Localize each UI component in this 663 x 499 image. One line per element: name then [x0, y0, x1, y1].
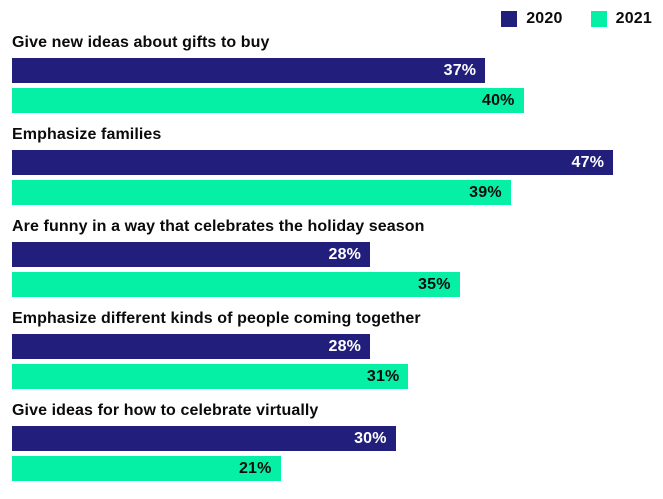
- legend-label-2020: 2020: [526, 10, 563, 27]
- bar-2020: 28%: [12, 242, 371, 267]
- legend-swatch-2021-icon: [590, 11, 607, 27]
- bar-row-2020: 47%: [12, 150, 663, 175]
- category-group: Emphasize families 47% 39%: [12, 126, 663, 205]
- category-label: Emphasize families: [12, 126, 162, 143]
- legend-swatch-2020-icon: [501, 11, 518, 27]
- bar-value-label: 28%: [328, 245, 362, 263]
- chart-legend: 2020 2021: [0, 0, 663, 28]
- bar-value-label: 35%: [418, 275, 451, 293]
- bar-2020: 37%: [12, 58, 486, 83]
- bar-2021: 35%: [12, 272, 460, 297]
- bar-value-label: 37%: [443, 61, 477, 79]
- bar-2021: 39%: [12, 180, 511, 205]
- bar-value-label: 39%: [469, 183, 502, 201]
- bar-row-2021: 39%: [12, 180, 663, 205]
- bar-row-2020: 30%: [12, 426, 663, 451]
- category-label: Give ideas for how to celebrate virtuall…: [12, 402, 319, 419]
- bar-2020: 28%: [12, 334, 371, 359]
- bar-row-2021: 35%: [12, 272, 663, 297]
- category-group: Give ideas for how to celebrate virtuall…: [12, 402, 663, 481]
- category-group: Emphasize different kinds of people comi…: [12, 310, 663, 389]
- bar-2021: 21%: [12, 456, 281, 481]
- bar-row-2021: 40%: [12, 88, 663, 113]
- bar-row-2020: 28%: [12, 334, 663, 359]
- legend-label-2021: 2021: [615, 10, 652, 27]
- bar-row-2020: 28%: [12, 242, 663, 267]
- category-group: Are funny in a way that celebrates the h…: [12, 218, 663, 297]
- category-label: Are funny in a way that celebrates the h…: [12, 218, 425, 235]
- bar-row-2020: 37%: [12, 58, 663, 83]
- category-label: Emphasize different kinds of people comi…: [12, 310, 421, 327]
- bar-2020: 30%: [12, 426, 396, 451]
- category-group: Give new ideas about gifts to buy 37% 40%: [12, 34, 663, 113]
- bar-value-label: 21%: [238, 459, 272, 477]
- bar-2020: 47%: [12, 150, 614, 175]
- bar-row-2021: 21%: [12, 456, 663, 481]
- bar-row-2021: 31%: [12, 364, 663, 389]
- bar-value-label: 30%: [354, 429, 387, 447]
- bar-2021: 31%: [12, 364, 409, 389]
- bar-value-label: 31%: [366, 367, 400, 385]
- legend-item-2021: 2021: [590, 10, 652, 28]
- bar-chart: Give new ideas about gifts to buy 37% 40% E…: [0, 28, 663, 481]
- bar-2021: 40%: [12, 88, 524, 113]
- bar-value-label: 40%: [481, 91, 515, 109]
- bar-value-label: 28%: [328, 337, 362, 355]
- category-label: Give new ideas about gifts to buy: [12, 34, 270, 51]
- legend-item-2020: 2020: [501, 10, 562, 28]
- bar-value-label: 47%: [571, 153, 605, 171]
